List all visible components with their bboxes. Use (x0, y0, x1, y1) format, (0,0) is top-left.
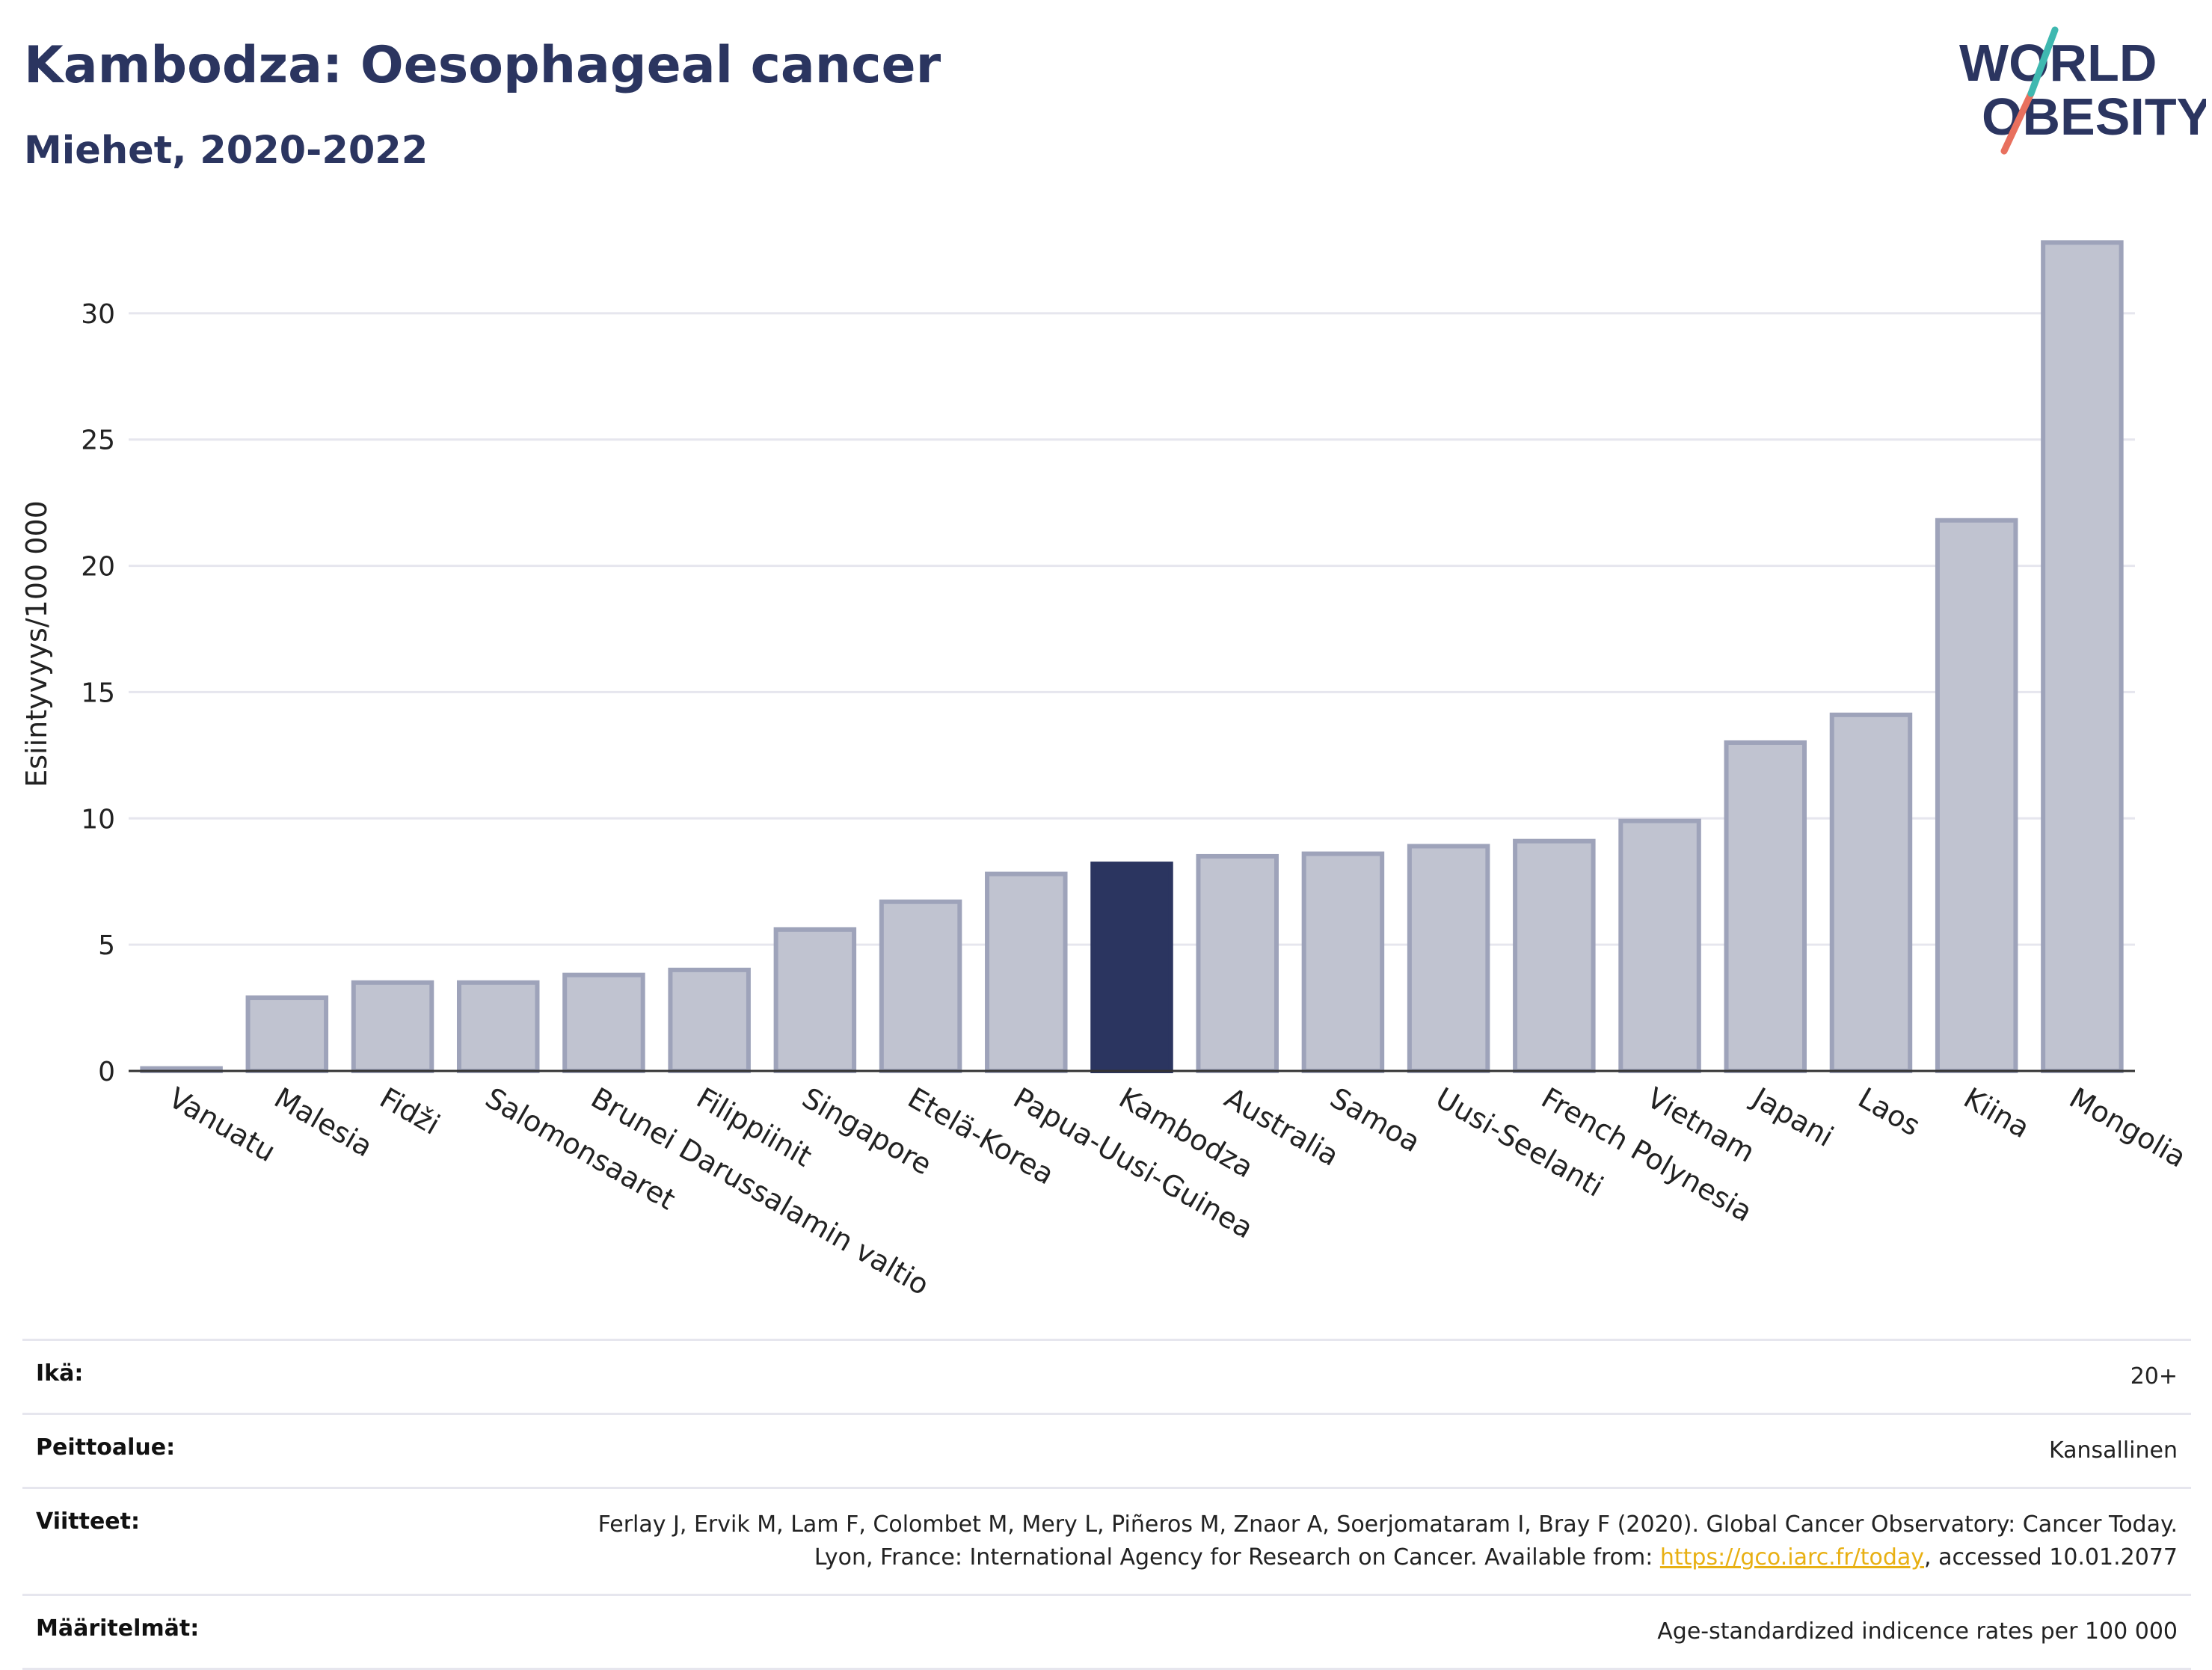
y-tick-label: 30 (81, 299, 115, 330)
bar-malesia (245, 995, 329, 1074)
bar-filippiinit (668, 967, 751, 1074)
meta-row-definitions: Määritelmät: Age-standardized indicence … (22, 1594, 2191, 1670)
y-tick-labels: 0 5 10 15 20 25 30 (81, 299, 115, 1087)
meta-value: Age-standardized indicence rates per 100… (1657, 1618, 2178, 1645)
bar-fidži (351, 980, 434, 1074)
bar-samoa (1301, 851, 1385, 1073)
x-tick-label: Fidži (375, 1081, 446, 1141)
meta-label: Viitteet: (36, 1508, 140, 1535)
x-tick-label: Vanuatu (163, 1081, 281, 1168)
meta-value: Ferlay J, Ervik M, Lam F, Colombet M, Me… (532, 1508, 2178, 1574)
x-tick-label: Salomonsaaret (480, 1081, 681, 1217)
y-tick-label: 10 (81, 804, 115, 835)
bar-japani (1724, 740, 1807, 1073)
x-tick-label: Mongolia (2064, 1081, 2192, 1174)
page-title: Kambodza: Oesophageal cancer (24, 36, 941, 95)
logo-slash-upper (2027, 26, 2059, 97)
y-tick-label: 25 (81, 426, 115, 456)
x-tick-label: Japani (1746, 1081, 1840, 1153)
y-axis-label: Esiintyvyys/100 000 (20, 500, 53, 788)
x-tick-label: Laos (1852, 1081, 1926, 1143)
bar-mongolia (2041, 240, 2124, 1074)
meta-label: Ikä: (36, 1360, 84, 1387)
reference-accessed: , accessed 10.01.2077 (1924, 1544, 2178, 1571)
meta-value: Kansallinen (2048, 1437, 2178, 1464)
bar-vietnam (1618, 818, 1701, 1073)
x-tick-label: Malesia (268, 1081, 378, 1164)
meta-value: 20+ (2130, 1363, 2178, 1390)
y-tick-label: 5 (98, 930, 115, 961)
y-tick-label: 20 (81, 552, 115, 583)
y-tick-label: 15 (81, 678, 115, 708)
meta-label: Peittoalue: (36, 1434, 176, 1461)
page-subtitle: Miehet, 2020-2022 (24, 129, 428, 173)
bar-french-polynesia (1513, 838, 1596, 1074)
bar-brunei-darussalamin-valtio (562, 972, 645, 1073)
x-tick-label: Kiina (1958, 1081, 2036, 1145)
reference-link[interactable]: https://gco.iarc.fr/today (1659, 1544, 1925, 1571)
bar-salomonsaaret (456, 980, 540, 1074)
bar-australia (1196, 853, 1279, 1073)
logo-slash-lower (2000, 90, 2035, 155)
meta-row-references: Viitteet: Ferlay J, Ervik M, Lam F, Colo… (22, 1487, 2191, 1594)
meta-row-age: Ikä: 20+ (22, 1339, 2191, 1413)
bar-kiina (1935, 518, 2018, 1073)
bar-laos (1829, 712, 1913, 1074)
logo-line1: WORLD (1959, 34, 2157, 92)
world-obesity-logo: WORLD OBESITY (1959, 26, 2206, 155)
meta-label: Määritelmät: (36, 1615, 200, 1642)
bar-singapore (773, 927, 857, 1073)
y-tick-label: 0 (98, 1057, 115, 1087)
bar-uusi-seelanti (1407, 844, 1490, 1074)
bar-etelä-korea (879, 899, 962, 1074)
bar-papua-uusi-guinea (985, 871, 1068, 1074)
metadata-table: Ikä: 20+ Peittoalue: Kansallinen Viittee… (22, 1339, 2191, 1670)
meta-row-coverage: Peittoalue: Kansallinen (22, 1413, 2191, 1487)
bars (140, 240, 2124, 1074)
reference-text: Ferlay J, Ervik M, Lam F, Colombet M, Me… (597, 1511, 2178, 1571)
bar-kambodza (1090, 862, 1173, 1074)
